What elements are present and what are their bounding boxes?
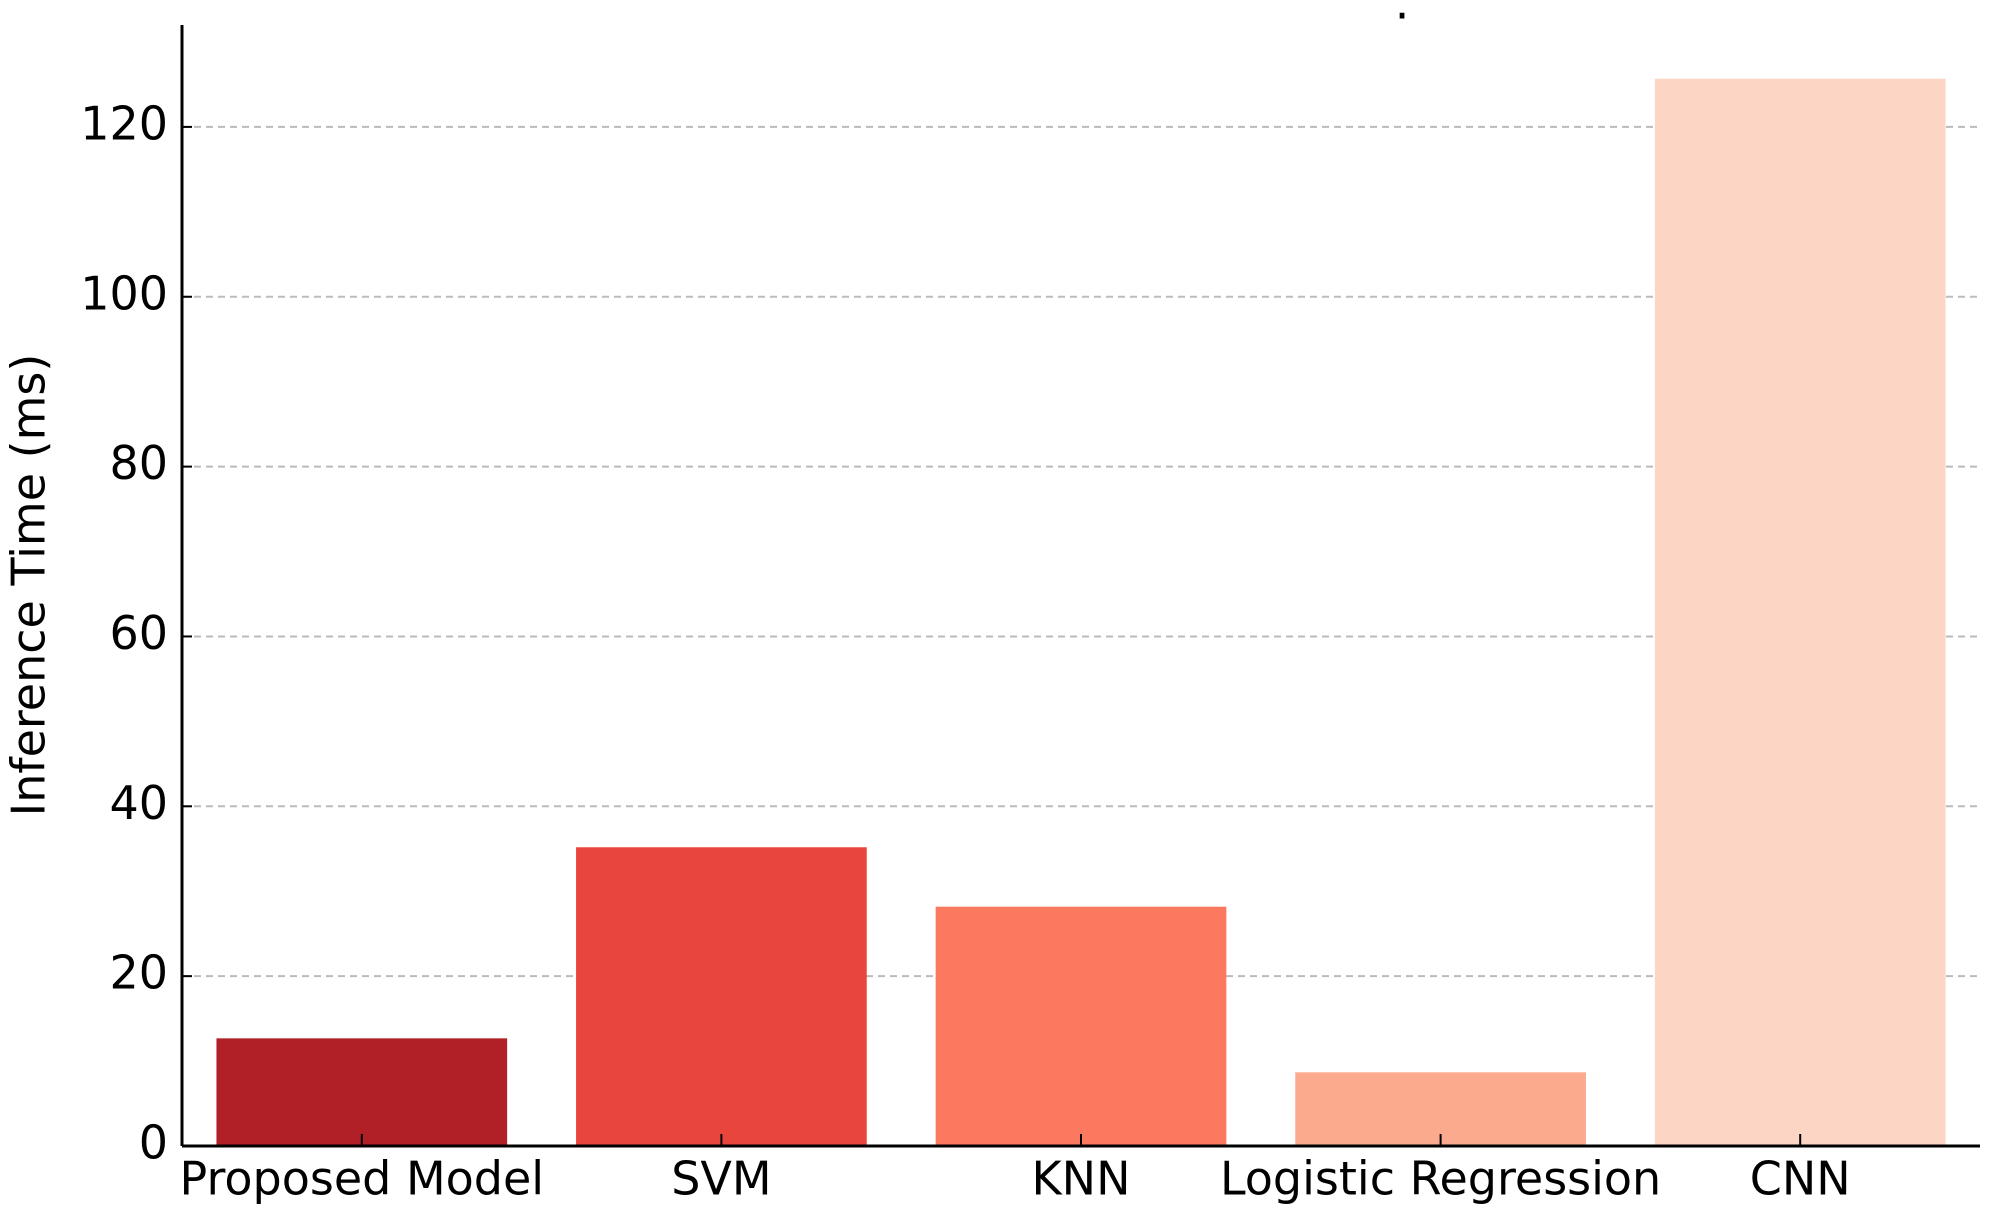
bar (1295, 1072, 1586, 1148)
y-tick-label: 100 (80, 266, 168, 320)
y-tick-label: 60 (109, 606, 168, 660)
y-tick-label: 120 (80, 96, 168, 150)
bar (216, 1038, 508, 1148)
bar (1654, 78, 1946, 1148)
bar (576, 847, 867, 1148)
y-tick-label: 20 (109, 946, 168, 1000)
y-tick-label: 0 (139, 1116, 168, 1170)
y-axis-label: Inference Time (ms) (2, 354, 56, 817)
y-tick-label: 40 (109, 776, 168, 830)
x-tick-label: SVM (671, 1152, 771, 1206)
x-tick-label: KNN (1032, 1152, 1131, 1206)
x-tick-label: Proposed Model (180, 1152, 545, 1206)
bar (935, 906, 1227, 1148)
x-tick-label: Logistic Regression (1220, 1152, 1661, 1206)
x-tick-label: CNN (1750, 1152, 1851, 1206)
chart-title: . (1395, 0, 1410, 30)
y-tick-label: 80 (109, 436, 168, 490)
